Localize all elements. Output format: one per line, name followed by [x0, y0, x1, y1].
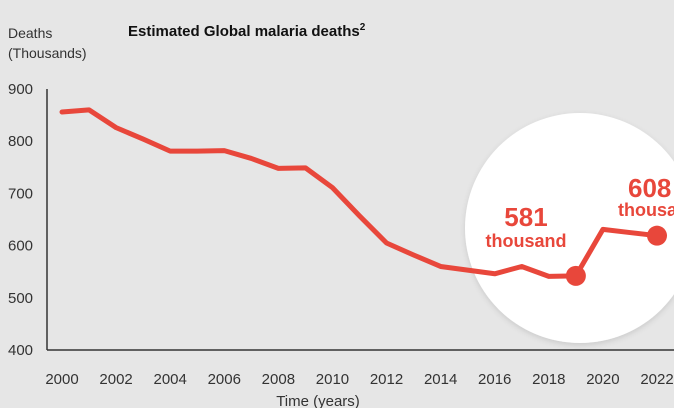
y-axis-label-line2: (Thousands) [8, 45, 87, 61]
callout-2019-value: 581 [504, 202, 547, 232]
chart-title-text: Estimated Global malaria deaths [128, 23, 360, 40]
series-line-malaria-deaths [59, 107, 660, 279]
y-tick-label: 500 [8, 290, 33, 307]
x-tick-label: 2004 [153, 371, 186, 388]
y-tick-label: 700 [8, 185, 33, 202]
chart-title-superscript: 2 [360, 22, 366, 33]
chart-title: Estimated Global malaria deaths2 [128, 22, 366, 40]
highlight-markers [565, 225, 667, 286]
x-tick-label: 2012 [370, 371, 403, 388]
y-axis-label-line1: Deaths [8, 25, 52, 41]
y-tick-label: 900 [8, 81, 33, 98]
x-axis-label: Time (years) [276, 393, 360, 408]
x-tick-label: 2008 [262, 371, 295, 388]
callout-2022-unit: thousand [618, 200, 674, 220]
callout-2019-unit: thousand [486, 231, 567, 251]
x-tick-label: 2006 [208, 371, 241, 388]
callout-2022-value: 608 [628, 173, 671, 203]
data-point-marker-2019 [565, 265, 586, 286]
x-tick-label: 2010 [316, 371, 349, 388]
y-axis-ticks: 900 800 700 600 500 400 [8, 81, 33, 359]
data-point-marker-2022 [647, 225, 667, 246]
highlight-circle [465, 113, 674, 343]
y-tick-label: 400 [8, 342, 33, 359]
x-tick-label: 2022 [640, 371, 673, 388]
x-tick-label: 2016 [478, 371, 511, 388]
x-tick-label: 2002 [99, 371, 132, 388]
x-axis-ticks: 2000 2002 2004 2006 2008 2010 2012 2014 2016 2018… [45, 371, 673, 388]
x-tick-label: 2020 [586, 371, 619, 388]
x-tick-label: 2000 [45, 371, 78, 388]
y-tick-label: 800 [8, 133, 33, 150]
x-tick-label: 2018 [532, 371, 565, 388]
x-tick-label: 2014 [424, 371, 457, 388]
y-tick-label: 600 [8, 238, 33, 255]
